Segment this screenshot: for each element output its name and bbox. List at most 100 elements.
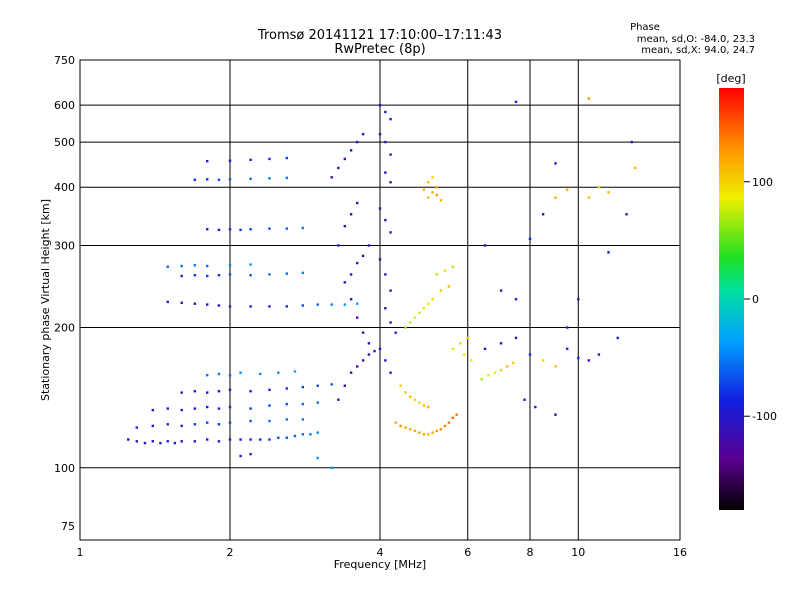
data-point <box>316 456 319 460</box>
data-point <box>394 331 397 334</box>
data-point <box>355 261 359 265</box>
data-point <box>597 186 601 189</box>
data-point <box>239 438 242 441</box>
data-point <box>378 132 382 136</box>
data-point <box>180 408 183 412</box>
data-point <box>431 191 434 194</box>
data-point <box>349 149 353 152</box>
data-point <box>293 370 297 373</box>
data-point <box>427 196 430 199</box>
data-point <box>355 316 359 319</box>
data-point <box>565 188 569 191</box>
data-point <box>577 298 580 301</box>
data-point <box>389 153 392 156</box>
data-point <box>193 407 197 410</box>
data-point <box>422 307 426 310</box>
data-point <box>285 436 288 439</box>
data-point <box>470 359 473 362</box>
data-point <box>523 398 526 401</box>
data-point <box>180 424 183 428</box>
y-tick-label: 300 <box>54 239 75 252</box>
data-point <box>413 429 417 433</box>
data-point <box>249 419 252 423</box>
y-tick-label: 400 <box>54 181 75 194</box>
data-point <box>483 347 487 351</box>
data-point <box>249 407 252 410</box>
data-point <box>630 140 633 144</box>
data-point <box>228 228 232 231</box>
data-point <box>249 273 252 277</box>
data-point <box>554 413 557 416</box>
y-tick-label: 100 <box>54 462 75 475</box>
x-tick-label: 8 <box>527 546 534 559</box>
data-point <box>361 331 365 334</box>
data-point <box>587 359 591 362</box>
data-point <box>367 342 371 345</box>
data-point <box>228 374 232 377</box>
data-point <box>293 434 297 438</box>
data-point <box>384 359 387 362</box>
data-point <box>399 384 402 387</box>
data-point <box>399 424 402 428</box>
data-point <box>499 342 503 345</box>
data-point <box>180 274 183 278</box>
chart-subtitle: RwPretec (8p) <box>334 42 425 57</box>
data-point <box>205 391 209 394</box>
data-point <box>239 371 242 374</box>
y-tick-label: 75 <box>61 520 75 533</box>
data-point <box>554 162 557 165</box>
data-point <box>389 181 392 184</box>
data-point <box>462 353 466 356</box>
data-point <box>384 218 387 222</box>
data-point <box>217 273 221 277</box>
data-point <box>499 368 503 372</box>
data-point <box>228 264 232 267</box>
data-point <box>447 421 451 424</box>
data-point <box>459 342 462 345</box>
data-point <box>205 228 209 231</box>
data-point <box>285 272 288 275</box>
data-point <box>193 273 197 277</box>
data-point <box>193 440 197 443</box>
data-point <box>435 273 438 276</box>
data-point <box>268 419 271 423</box>
data-point <box>409 428 412 431</box>
data-point <box>541 213 545 216</box>
data-point <box>422 404 426 407</box>
data-point <box>330 383 333 386</box>
data-point <box>135 426 138 429</box>
data-point <box>361 359 365 362</box>
data-point <box>316 303 319 306</box>
data-point <box>180 301 183 304</box>
data-point <box>309 433 312 436</box>
data-point <box>301 304 305 307</box>
data-point <box>435 193 438 197</box>
plot-frame <box>79 59 681 541</box>
data-point <box>487 374 490 377</box>
data-point <box>409 321 412 324</box>
data-point <box>451 416 455 420</box>
colorbar-tick-label: 0 <box>752 293 759 306</box>
data-point <box>418 431 421 434</box>
data-point <box>439 289 443 292</box>
data-point <box>483 244 487 247</box>
data-point <box>343 281 347 284</box>
data-point <box>228 421 232 424</box>
data-point <box>514 336 518 340</box>
data-point <box>180 391 183 394</box>
data-point <box>285 305 288 308</box>
data-point <box>259 438 262 441</box>
data-point <box>316 384 319 387</box>
data-point <box>435 429 438 433</box>
data-point <box>565 347 569 351</box>
data-point <box>330 176 333 179</box>
data-point <box>337 398 340 401</box>
data-point <box>249 228 252 231</box>
colorbar-tick-label: 100 <box>752 176 773 189</box>
data-point <box>625 213 628 216</box>
y-tick-labels: 75 100 200 300 400 500 600 750 <box>54 54 75 533</box>
data-point <box>166 407 169 410</box>
data-point <box>389 231 392 234</box>
data-point <box>330 303 333 306</box>
data-point <box>514 100 518 104</box>
